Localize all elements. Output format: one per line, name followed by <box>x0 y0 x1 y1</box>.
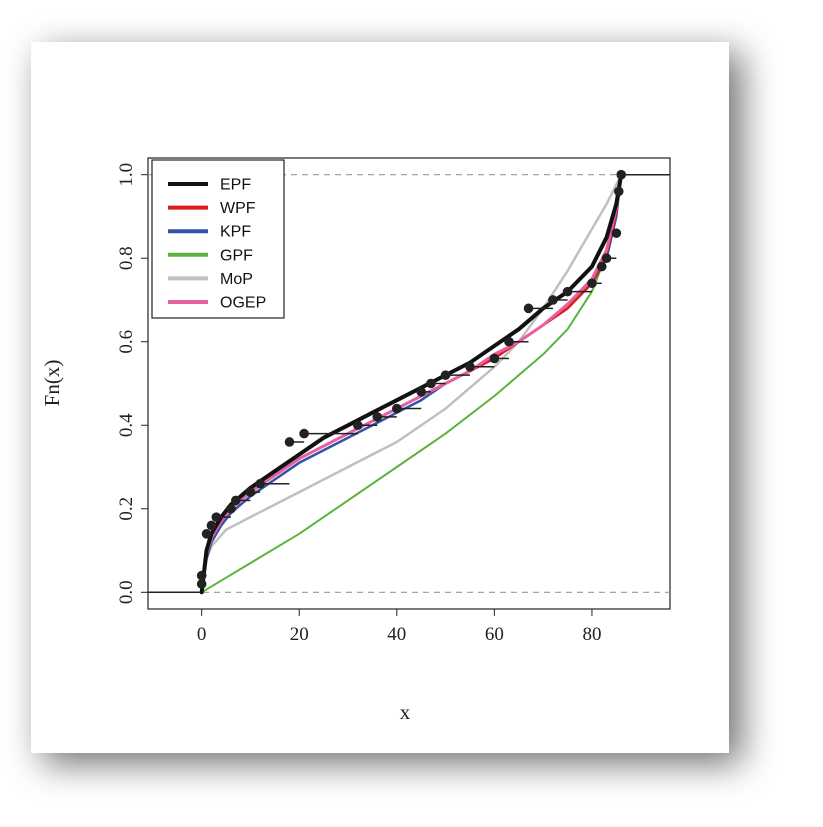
legend-label-ogep: OGEP <box>220 295 266 312</box>
ecdf-point <box>426 378 436 389</box>
ecdf-plot: 0 20 40 60 80 0.0 0.2 0.4 0.6 0.8 1.0 x Fn(x) EPF W… <box>40 157 671 724</box>
legend-label-mop: MoP <box>220 271 253 288</box>
ecdf-point <box>231 495 241 506</box>
x-axis-title: x <box>400 700 411 724</box>
legend-label-wpf: WPF <box>220 200 256 217</box>
ecdf-point <box>299 428 309 439</box>
y-tick-label: 0.8 <box>116 246 137 270</box>
legend-box <box>151 159 285 319</box>
x-tick-label: 40 <box>387 624 406 645</box>
ecdf-point <box>196 570 207 581</box>
ecdf-point <box>616 169 627 180</box>
y-tick-label: 0.0 <box>116 580 137 604</box>
ecdf-point <box>548 295 558 305</box>
ecdf-point <box>255 478 266 489</box>
y-tick-label: 0.4 <box>116 413 137 437</box>
legend: EPF WPF KPF GPF MoP OGEP <box>151 159 285 319</box>
x-tick-label: 0 <box>197 624 207 645</box>
legend-label-kpf: KPF <box>220 224 251 241</box>
x-tick-label: 20 <box>290 624 309 645</box>
reference-lines <box>148 174 670 593</box>
x-tick-label: 80 <box>582 624 601 645</box>
ecdf-point <box>206 520 217 531</box>
ecdf-point <box>372 412 383 422</box>
ecdf-point <box>613 186 624 197</box>
ecdf-point <box>562 286 573 297</box>
ecdf-point <box>245 487 256 497</box>
ecdf-point <box>465 361 475 372</box>
legend-label-epf: EPF <box>220 177 251 194</box>
ecdf-point <box>284 437 295 447</box>
y-tick-label: 0.6 <box>116 330 137 354</box>
ecdf-point <box>201 529 212 539</box>
chart-card: 0 20 40 60 80 0.0 0.2 0.4 0.6 0.8 1.0 x Fn(x) EPF W… <box>31 42 729 753</box>
plot-frame <box>147 157 671 610</box>
ecdf-point <box>596 261 607 272</box>
ecdf-point <box>611 228 622 238</box>
y-axis-title: Fn(x) <box>40 360 64 407</box>
ecdf-point <box>416 387 426 397</box>
x-tick-label: 60 <box>485 624 504 645</box>
ecdf-point <box>523 303 534 314</box>
ecdf-point <box>504 336 514 347</box>
axes: 0 20 40 60 80 0.0 0.2 0.4 0.6 0.8 1.0 <box>116 163 601 645</box>
curve-mop <box>200 173 623 594</box>
ecdf-point <box>196 579 207 589</box>
ecdf-point <box>226 503 236 514</box>
y-tick-label: 1.0 <box>116 163 137 187</box>
ecdf-point <box>392 403 402 414</box>
empirical-cdf <box>148 169 670 594</box>
legend-label-gpf: GPF <box>220 247 253 264</box>
ecdf-point <box>489 353 500 364</box>
ecdf-point <box>587 278 597 289</box>
ecdf-point <box>440 370 451 380</box>
ecdf-point <box>211 512 222 522</box>
ecdf-point <box>352 420 363 431</box>
y-tick-label: 0.2 <box>116 497 137 521</box>
ecdf-point <box>601 253 612 264</box>
